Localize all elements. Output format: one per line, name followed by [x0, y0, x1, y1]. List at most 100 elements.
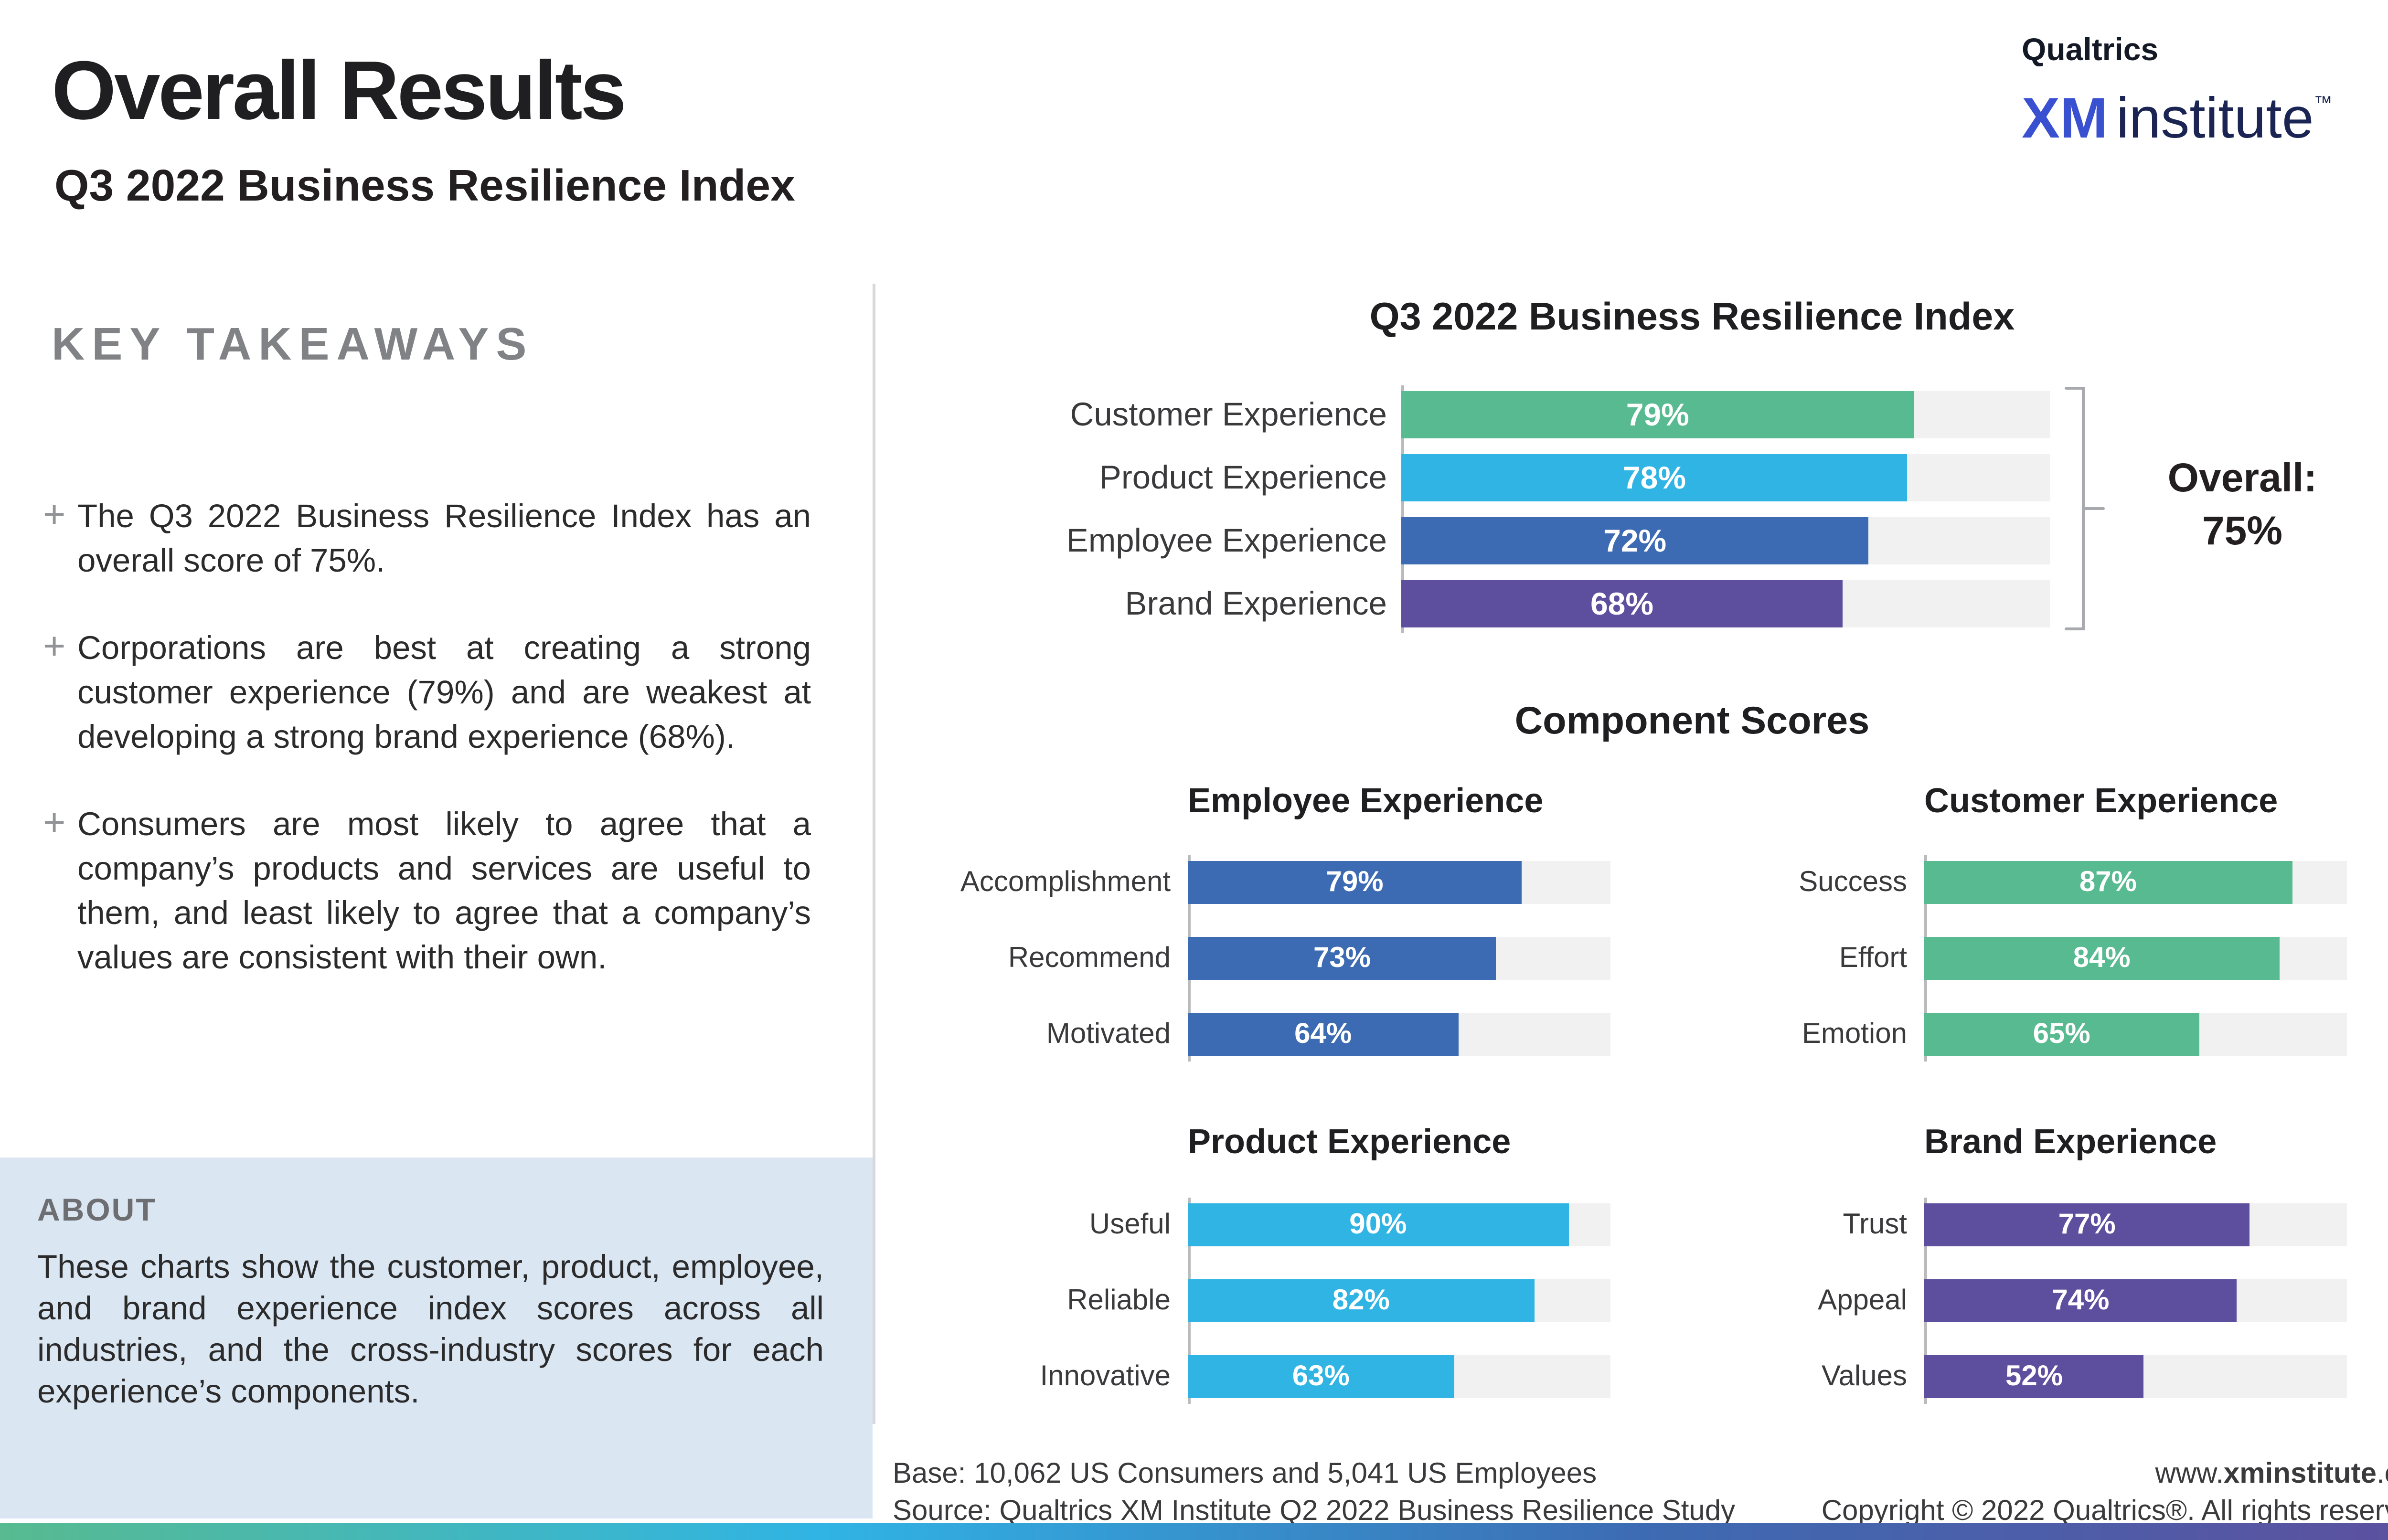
- takeaway-item: + Consumers are most likely to agree tha…: [43, 802, 828, 980]
- bar-fill: 78%: [1401, 454, 1908, 501]
- overall-score: Overall: 75%: [2121, 451, 2364, 557]
- bar-track: 68%: [1401, 580, 2050, 627]
- bar-fill: 64%: [1188, 1013, 1459, 1056]
- vertical-divider: [873, 284, 875, 1424]
- bar-value-label: 84%: [2073, 942, 2131, 974]
- overall-value: 75%: [2202, 509, 2283, 553]
- plus-bullet-icon: +: [43, 493, 66, 536]
- bar-fill: 79%: [1401, 391, 1914, 438]
- page-subtitle: Q3 2022 Business Resilience Index: [54, 160, 795, 211]
- brand-experience-chart-title: Brand Experience: [1924, 1123, 2217, 1162]
- bar-value-label: 73%: [1313, 942, 1371, 974]
- employee-experience-chart: Accomplishment 79% Recommend 73% Motivated 64…: [913, 855, 1610, 1089]
- bar-row: Success 87%: [1649, 861, 2347, 904]
- bar-row: Innovative 63%: [913, 1355, 1610, 1398]
- bar-category-label: Effort: [1839, 942, 1907, 974]
- main-chart-title: Q3 2022 Business Resilience Index: [1369, 295, 2015, 338]
- bar-fill: 52%: [1924, 1355, 2144, 1398]
- bar-fill: 65%: [1924, 1013, 2199, 1056]
- bar-row: Product Experience 78%: [1009, 454, 2050, 501]
- plus-bullet-icon: +: [43, 625, 66, 668]
- bar-category-label: Trust: [1843, 1208, 1907, 1240]
- bar-row: Recommend 73%: [913, 937, 1610, 980]
- institute-logo-text: institute: [2116, 87, 2314, 150]
- accent-strip: [0, 1523, 2388, 1540]
- key-takeaways-heading: KEY TAKEAWAYS: [52, 318, 534, 370]
- takeaway-text: Corporations are best at creating a stro…: [77, 629, 811, 755]
- qualtrics-wordmark: Qualtrics: [2022, 32, 2159, 67]
- overall-bracket: [2065, 387, 2105, 630]
- bar-row: Emotion 65%: [1649, 1013, 2347, 1056]
- product-experience-chart-title: Product Experience: [1188, 1123, 1511, 1162]
- bar-track: 65%: [1924, 1013, 2347, 1056]
- bar-track: 82%: [1188, 1279, 1610, 1322]
- bar-fill: 73%: [1188, 937, 1497, 980]
- page-title: Overall Results: [52, 44, 627, 138]
- bar-fill: 72%: [1401, 517, 1869, 564]
- xm-logo-text: XM: [2022, 87, 2108, 150]
- qualtrics-xm-institute-logo: Qualtrics XM institute™: [2022, 32, 2333, 149]
- bar-row: Values 52%: [1649, 1355, 2347, 1398]
- bar-category-label: Customer Experience: [1070, 395, 1387, 433]
- bar-track: 52%: [1924, 1355, 2347, 1398]
- brand-experience-chart: Trust 77% Appeal 74% Values 52%: [1649, 1198, 2347, 1431]
- bar-fill: 84%: [1924, 937, 2280, 980]
- bar-value-label: 79%: [1326, 866, 1384, 898]
- bar-row: Trust 77%: [1649, 1203, 2347, 1246]
- bar-track: 87%: [1924, 861, 2347, 904]
- bar-category-label: Brand Experience: [1125, 584, 1387, 622]
- bar-track: 79%: [1401, 391, 2050, 438]
- bar-category-label: Product Experience: [1099, 458, 1387, 496]
- chart-axis-line: [1401, 385, 1404, 633]
- about-text: These charts show the customer, product,…: [37, 1248, 824, 1410]
- key-takeaways-list: + The Q3 2022 Business Resilience Index …: [43, 494, 828, 1023]
- bar-row: Useful 90%: [913, 1203, 1610, 1246]
- product-experience-chart: Useful 90% Reliable 82% Innovative 63%: [913, 1198, 1610, 1431]
- bar-category-label: Values: [1821, 1360, 1907, 1392]
- source-note: Source: Qualtrics XM Institute Q2 2022 B…: [893, 1496, 1736, 1527]
- website-link: www.xminstitute.com: [1822, 1455, 2388, 1493]
- bar-fill: 77%: [1924, 1203, 2250, 1246]
- website-prefix: www.: [2155, 1458, 2224, 1490]
- bar-category-label: Reliable: [1067, 1284, 1171, 1316]
- about-heading: ABOUT: [37, 1192, 157, 1228]
- bar-fill: 90%: [1188, 1203, 1568, 1246]
- customer-experience-chart: Success 87% Effort 84% Emotion 65%: [1649, 855, 2347, 1089]
- bar-row: Brand Experience 68%: [1009, 580, 2050, 627]
- bar-category-label: Success: [1799, 866, 1907, 898]
- bar-value-label: 68%: [1590, 585, 1654, 621]
- bar-category-label: Motivated: [1046, 1018, 1171, 1050]
- bar-row: Accomplishment 79%: [913, 861, 1610, 904]
- bar-category-label: Appeal: [1818, 1284, 1907, 1316]
- credit: www.xminstitute.com Copyright © 2022 Qua…: [1822, 1455, 2388, 1530]
- bar-category-label: Recommend: [1008, 942, 1171, 974]
- plus-bullet-icon: +: [43, 801, 66, 844]
- xm-institute-wordmark: XM institute™: [2022, 73, 2333, 149]
- bar-value-label: 72%: [1603, 522, 1667, 558]
- bar-category-label: Accomplishment: [960, 866, 1171, 898]
- bar-track: 64%: [1188, 1013, 1610, 1056]
- base-note: Base: 10,062 US Consumers and 5,041 US E…: [893, 1458, 1597, 1490]
- bar-row: Customer Experience 79%: [1009, 391, 2050, 438]
- bar-row: Effort 84%: [1649, 937, 2347, 980]
- about-panel: ABOUT These charts show the customer, pr…: [0, 1158, 873, 1519]
- bar-track: 90%: [1188, 1203, 1610, 1246]
- footnote: Base: 10,062 US Consumers and 5,041 US E…: [893, 1455, 1735, 1530]
- bar-value-label: 52%: [2005, 1360, 2063, 1392]
- takeaway-item: + Corporations are best at creating a st…: [43, 626, 828, 759]
- bar-category-label: Useful: [1089, 1208, 1171, 1240]
- bar-value-label: 77%: [2058, 1208, 2116, 1240]
- bar-track: 77%: [1924, 1203, 2347, 1246]
- overall-label: Overall:: [2167, 456, 2317, 500]
- bar-value-label: 82%: [1332, 1284, 1390, 1316]
- business-resilience-index-chart: Customer Experience 79% Product Experience…: [1009, 385, 2050, 643]
- bar-category-label: Emotion: [1802, 1018, 1907, 1050]
- bar-value-label: 74%: [2052, 1284, 2110, 1316]
- website-bold: xminstitute: [2223, 1458, 2377, 1490]
- bar-track: 73%: [1188, 937, 1610, 980]
- bar-value-label: 63%: [1292, 1360, 1350, 1392]
- bar-fill: 79%: [1188, 861, 1522, 904]
- component-scores-heading: Component Scores: [1514, 699, 1870, 742]
- customer-experience-chart-title: Customer Experience: [1924, 782, 2278, 821]
- trademark-symbol: ™: [2313, 92, 2333, 113]
